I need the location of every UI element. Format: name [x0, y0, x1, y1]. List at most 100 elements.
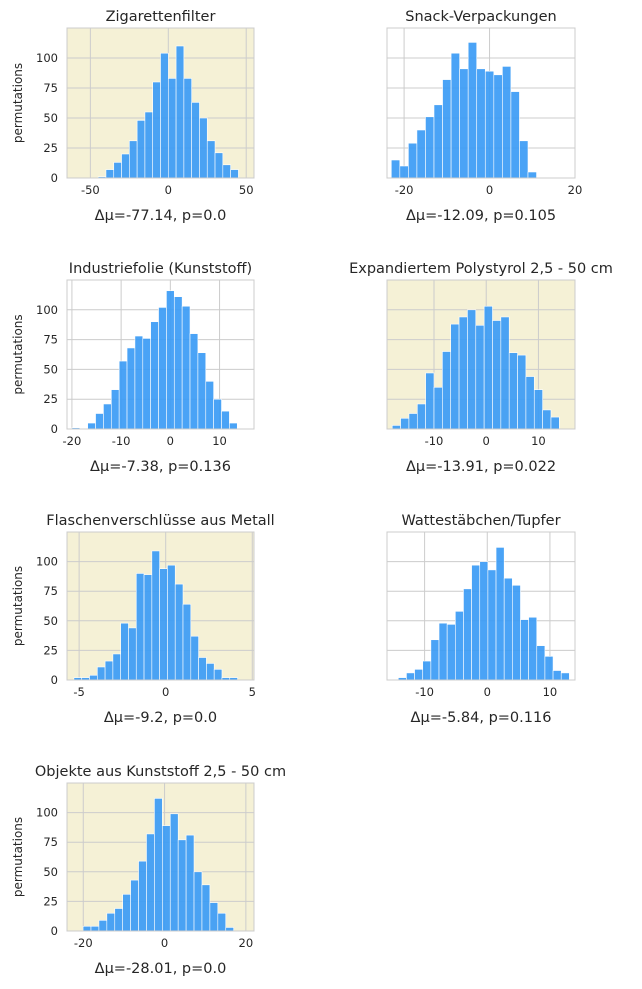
y-tick-label: 25 [43, 141, 58, 155]
histogram-bar [121, 153, 130, 179]
y-tick-label: 100 [36, 555, 58, 569]
histogram-bar [492, 320, 502, 430]
histogram-bar [214, 152, 224, 179]
y-tick-label: 0 [51, 422, 58, 436]
x-axis-label: Δμ=-9.2, p=0.0 [104, 710, 217, 726]
histogram-bar [90, 925, 100, 932]
histogram-bar [120, 622, 129, 681]
panels-group: -50 0 500255075100ZigarettenfilterΔμ=-77.1… [11, 9, 613, 977]
x-tick-label: 0 [161, 936, 168, 950]
histogram-bar [174, 583, 184, 681]
y-tick-label: 100 [36, 303, 58, 317]
histogram-bar [519, 140, 529, 179]
x-tick-label: -20 [63, 434, 82, 448]
plot-frame [66, 27, 255, 179]
histogram-bar [508, 352, 518, 430]
histogram-bar [177, 839, 187, 932]
histogram-bar [463, 588, 472, 681]
histogram-bar [229, 422, 238, 430]
histogram-bar [160, 52, 169, 179]
histogram-bar [425, 372, 435, 430]
histogram-bar [536, 645, 546, 681]
histogram-bar [493, 74, 503, 179]
histogram-bar [191, 102, 200, 179]
histogram-bar [167, 78, 177, 179]
panel-title: Industriefolie (Kunststoff) [69, 261, 252, 277]
histogram-bar [114, 908, 123, 932]
histogram-bar [442, 351, 452, 430]
histogram-bar [416, 129, 426, 179]
y-axis-label: permutations [11, 566, 25, 646]
histogram-bar [467, 309, 477, 430]
histogram-panel: -10 0 10 Expandiertem Polystyrol 2,5 - 50 c… [349, 261, 613, 475]
panel-title: Zigarettenfilter [106, 9, 216, 25]
histogram-bar [422, 660, 432, 681]
y-tick-label: 50 [43, 614, 58, 628]
histogram-bar [471, 564, 481, 681]
histogram-bar [433, 386, 443, 430]
histogram-bar [408, 142, 418, 179]
histogram-bar [167, 564, 176, 681]
histogram-bar [113, 162, 122, 179]
histogram-bar [134, 335, 144, 430]
histogram-bar [201, 884, 211, 932]
x-axis-label: Δμ=-77.14, p=0.0 [95, 208, 227, 224]
histogram-bar [527, 171, 537, 179]
histogram-bar [528, 616, 538, 681]
histogram-panel: -50 0 50 0 25 50 75 100 Zigarettenfilter Δμ=-77.1… [11, 9, 255, 224]
histogram-bar [162, 825, 171, 932]
x-tick-label: 0 [484, 685, 491, 699]
panel-title: Flaschenverschlüsse aus Metall [46, 513, 274, 529]
histogram-bar [182, 603, 192, 681]
histogram-bar [414, 669, 424, 681]
histogram-panel: -20 0 20 Snack-Verpackungen Δμ=-12.09, p=0.1… [386, 9, 582, 224]
histogram-bar [197, 352, 207, 430]
histogram-bar [159, 568, 168, 681]
histogram-bar [560, 672, 570, 681]
y-tick-label: 100 [36, 806, 58, 820]
panel-title: Wattestäbchen/Tupfer [401, 513, 560, 529]
x-tick-label: -10 [112, 434, 131, 448]
histogram-bar [97, 666, 106, 681]
x-tick-label: 20 [239, 936, 254, 950]
x-tick-label: 50 [239, 183, 254, 197]
plot-frame [66, 531, 255, 681]
histogram-bar [150, 321, 159, 430]
histogram-bar [87, 422, 96, 430]
histogram-bar [213, 398, 222, 430]
x-axis-label: Δμ=-13.91, p=0.022 [406, 459, 556, 475]
histogram-bar [142, 338, 151, 430]
plot-frame [386, 27, 576, 179]
histogram-bar [118, 360, 128, 430]
histogram-bar [126, 347, 136, 430]
histogram-bar [487, 569, 497, 681]
histogram-bar [206, 140, 216, 179]
histogram-bar [175, 45, 185, 179]
histogram-bar [503, 577, 513, 681]
histogram-bar [82, 925, 92, 932]
histogram-bar [467, 42, 478, 179]
x-tick-label: 0 [162, 685, 169, 699]
x-tick-label: -20 [74, 936, 93, 950]
x-tick-label: 5 [249, 685, 256, 699]
histogram-bar [517, 354, 527, 430]
x-tick-label: 0 [167, 434, 174, 448]
y-tick-label: 100 [36, 51, 58, 65]
histogram-bar [198, 657, 207, 681]
y-tick-label: 0 [51, 673, 58, 687]
x-tick-label: 10 [212, 434, 227, 448]
histogram-bar [205, 381, 214, 430]
histogram-bar [190, 635, 199, 681]
histogram-bar [135, 573, 145, 681]
histogram-bar [550, 416, 560, 430]
histogram-bar [169, 813, 179, 932]
histogram-bar [455, 611, 464, 681]
panel-title: Expandiertem Polystyrol 2,5 - 50 cm [349, 261, 613, 277]
histogram-bar [221, 410, 230, 430]
histogram-bar [425, 116, 435, 179]
panel-title: Objekte aus Kunststoff 2,5 - 50 cm [35, 764, 286, 780]
histogram-bar [225, 927, 234, 932]
histogram-bar [112, 653, 121, 681]
